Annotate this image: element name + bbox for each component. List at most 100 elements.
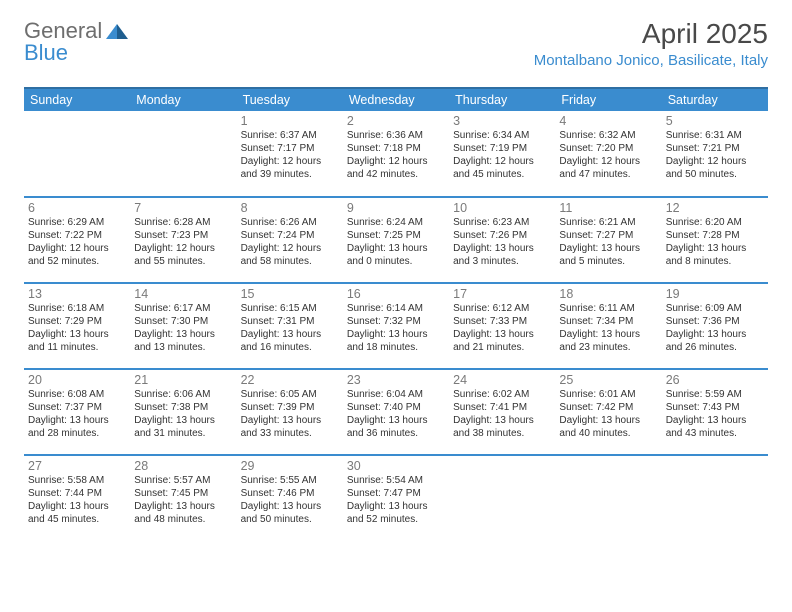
day-cell: 3Sunrise: 6:34 AMSunset: 7:19 PMDaylight…	[449, 111, 555, 197]
day-cell: 20Sunrise: 6:08 AMSunset: 7:37 PMDayligh…	[24, 369, 130, 455]
day-number: 10	[453, 201, 551, 215]
calendar-page: General April 2025 Montalbano Jonico, Ba…	[0, 0, 792, 559]
sunset-text: Sunset: 7:42 PM	[559, 401, 657, 414]
empty-cell	[555, 455, 661, 541]
sunrise-text: Sunrise: 5:57 AM	[134, 474, 232, 487]
day-cell: 16Sunrise: 6:14 AMSunset: 7:32 PMDayligh…	[343, 283, 449, 369]
sunrise-text: Sunrise: 6:08 AM	[28, 388, 126, 401]
day-number: 7	[134, 201, 232, 215]
dayname-row: Sunday Monday Tuesday Wednesday Thursday…	[24, 88, 768, 111]
day-number: 23	[347, 373, 445, 387]
sunset-text: Sunset: 7:24 PM	[241, 229, 339, 242]
day-cell: 27Sunrise: 5:58 AMSunset: 7:44 PMDayligh…	[24, 455, 130, 541]
day-number: 5	[666, 114, 764, 128]
sunset-text: Sunset: 7:43 PM	[666, 401, 764, 414]
day-cell: 24Sunrise: 6:02 AMSunset: 7:41 PMDayligh…	[449, 369, 555, 455]
sunrise-text: Sunrise: 6:17 AM	[134, 302, 232, 315]
daylight-text: Daylight: 13 hours and 28 minutes.	[28, 414, 126, 440]
sunrise-text: Sunrise: 6:02 AM	[453, 388, 551, 401]
sunrise-text: Sunrise: 6:24 AM	[347, 216, 445, 229]
day-cell: 25Sunrise: 6:01 AMSunset: 7:42 PMDayligh…	[555, 369, 661, 455]
sunrise-text: Sunrise: 6:34 AM	[453, 129, 551, 142]
day-number: 24	[453, 373, 551, 387]
day-number: 14	[134, 287, 232, 301]
day-number: 17	[453, 287, 551, 301]
day-number: 3	[453, 114, 551, 128]
day-number: 27	[28, 459, 126, 473]
sunrise-text: Sunrise: 5:59 AM	[666, 388, 764, 401]
sunrise-text: Sunrise: 6:04 AM	[347, 388, 445, 401]
day-cell: 5Sunrise: 6:31 AMSunset: 7:21 PMDaylight…	[662, 111, 768, 197]
day-number: 12	[666, 201, 764, 215]
sunrise-text: Sunrise: 6:09 AM	[666, 302, 764, 315]
day-cell: 9Sunrise: 6:24 AMSunset: 7:25 PMDaylight…	[343, 197, 449, 283]
day-number: 19	[666, 287, 764, 301]
daylight-text: Daylight: 12 hours and 50 minutes.	[666, 155, 764, 181]
daylight-text: Daylight: 13 hours and 45 minutes.	[28, 500, 126, 526]
sunset-text: Sunset: 7:47 PM	[347, 487, 445, 500]
sunrise-text: Sunrise: 5:55 AM	[241, 474, 339, 487]
day-number: 29	[241, 459, 339, 473]
daylight-text: Daylight: 13 hours and 50 minutes.	[241, 500, 339, 526]
day-number: 20	[28, 373, 126, 387]
dayname-saturday: Saturday	[662, 88, 768, 111]
sunset-text: Sunset: 7:25 PM	[347, 229, 445, 242]
header: General April 2025 Montalbano Jonico, Ba…	[24, 18, 768, 69]
sunset-text: Sunset: 7:17 PM	[241, 142, 339, 155]
day-number: 15	[241, 287, 339, 301]
sunset-text: Sunset: 7:32 PM	[347, 315, 445, 328]
daylight-text: Daylight: 13 hours and 36 minutes.	[347, 414, 445, 440]
calendar-body: 1Sunrise: 6:37 AMSunset: 7:17 PMDaylight…	[24, 111, 768, 541]
day-cell: 23Sunrise: 6:04 AMSunset: 7:40 PMDayligh…	[343, 369, 449, 455]
sunrise-text: Sunrise: 6:28 AM	[134, 216, 232, 229]
sunset-text: Sunset: 7:33 PM	[453, 315, 551, 328]
daylight-text: Daylight: 13 hours and 33 minutes.	[241, 414, 339, 440]
day-cell: 15Sunrise: 6:15 AMSunset: 7:31 PMDayligh…	[237, 283, 343, 369]
sunrise-text: Sunrise: 6:23 AM	[453, 216, 551, 229]
daylight-text: Daylight: 13 hours and 38 minutes.	[453, 414, 551, 440]
sunrise-text: Sunrise: 6:18 AM	[28, 302, 126, 315]
daylight-text: Daylight: 13 hours and 40 minutes.	[559, 414, 657, 440]
sunset-text: Sunset: 7:28 PM	[666, 229, 764, 242]
day-number: 22	[241, 373, 339, 387]
sunrise-text: Sunrise: 6:20 AM	[666, 216, 764, 229]
calendar-table: Sunday Monday Tuesday Wednesday Thursday…	[24, 87, 768, 541]
sunrise-text: Sunrise: 6:01 AM	[559, 388, 657, 401]
location-subtitle: Montalbano Jonico, Basilicate, Italy	[534, 52, 768, 69]
day-cell: 18Sunrise: 6:11 AMSunset: 7:34 PMDayligh…	[555, 283, 661, 369]
day-number: 9	[347, 201, 445, 215]
sunrise-text: Sunrise: 6:26 AM	[241, 216, 339, 229]
brand-triangle-icon	[106, 22, 128, 40]
week-row: 13Sunrise: 6:18 AMSunset: 7:29 PMDayligh…	[24, 283, 768, 369]
week-row: 20Sunrise: 6:08 AMSunset: 7:37 PMDayligh…	[24, 369, 768, 455]
daylight-text: Daylight: 12 hours and 52 minutes.	[28, 242, 126, 268]
sunset-text: Sunset: 7:45 PM	[134, 487, 232, 500]
dayname-wednesday: Wednesday	[343, 88, 449, 111]
week-row: 1Sunrise: 6:37 AMSunset: 7:17 PMDaylight…	[24, 111, 768, 197]
day-cell: 29Sunrise: 5:55 AMSunset: 7:46 PMDayligh…	[237, 455, 343, 541]
day-number: 11	[559, 201, 657, 215]
sunrise-text: Sunrise: 6:12 AM	[453, 302, 551, 315]
daylight-text: Daylight: 13 hours and 48 minutes.	[134, 500, 232, 526]
dayname-thursday: Thursday	[449, 88, 555, 111]
sunset-text: Sunset: 7:27 PM	[559, 229, 657, 242]
sunrise-text: Sunrise: 6:14 AM	[347, 302, 445, 315]
sunset-text: Sunset: 7:19 PM	[453, 142, 551, 155]
sunset-text: Sunset: 7:31 PM	[241, 315, 339, 328]
empty-cell	[662, 455, 768, 541]
sunset-text: Sunset: 7:36 PM	[666, 315, 764, 328]
sunrise-text: Sunrise: 5:54 AM	[347, 474, 445, 487]
sunset-text: Sunset: 7:23 PM	[134, 229, 232, 242]
day-cell: 6Sunrise: 6:29 AMSunset: 7:22 PMDaylight…	[24, 197, 130, 283]
sunset-text: Sunset: 7:34 PM	[559, 315, 657, 328]
daylight-text: Daylight: 13 hours and 23 minutes.	[559, 328, 657, 354]
title-block: April 2025 Montalbano Jonico, Basilicate…	[534, 18, 768, 69]
day-cell: 28Sunrise: 5:57 AMSunset: 7:45 PMDayligh…	[130, 455, 236, 541]
sunrise-text: Sunrise: 6:37 AM	[241, 129, 339, 142]
daylight-text: Daylight: 13 hours and 3 minutes.	[453, 242, 551, 268]
day-number: 26	[666, 373, 764, 387]
sunset-text: Sunset: 7:37 PM	[28, 401, 126, 414]
daylight-text: Daylight: 13 hours and 13 minutes.	[134, 328, 232, 354]
brand-word2-wrap: Blue	[24, 40, 68, 66]
daylight-text: Daylight: 12 hours and 42 minutes.	[347, 155, 445, 181]
